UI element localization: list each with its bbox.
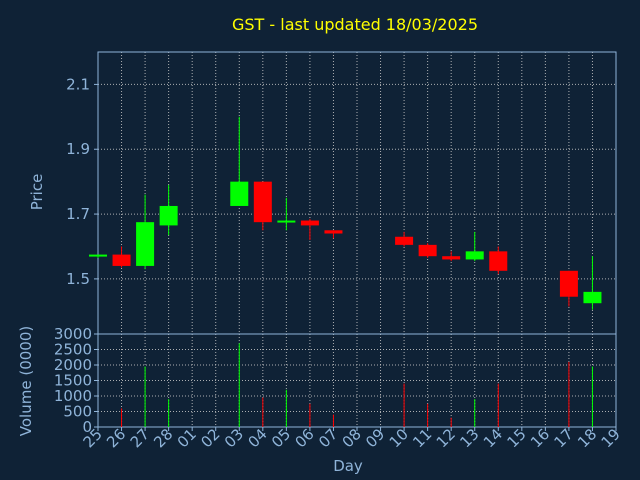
price-axis-label: Price xyxy=(28,174,46,211)
volume-tick-label: 1000 xyxy=(54,387,92,405)
price-tick-label: 1.9 xyxy=(66,140,90,158)
volume-tick-label: 3000 xyxy=(54,325,92,343)
price-tick-label: 1.5 xyxy=(66,270,90,288)
volume-tick-label: 500 xyxy=(63,403,92,421)
candle-body xyxy=(253,181,272,223)
candle-body xyxy=(465,251,484,260)
candle-body xyxy=(559,270,578,297)
candle-body xyxy=(230,181,249,206)
candle-body xyxy=(159,205,178,226)
candle-body xyxy=(136,222,155,266)
candle-body xyxy=(300,220,319,226)
candle-body xyxy=(277,220,296,223)
candle-body xyxy=(583,291,602,304)
price-tick-label: 1.7 xyxy=(66,205,90,223)
volume-tick-label: 2500 xyxy=(54,341,92,359)
candle-body xyxy=(324,230,343,234)
candle-body xyxy=(489,251,508,271)
candle-body xyxy=(89,254,107,257)
volume-tick-label: 1500 xyxy=(54,372,92,390)
volume-axis-label: Volume (0000) xyxy=(17,326,35,436)
candle-body xyxy=(442,256,461,260)
candle-body xyxy=(112,254,131,266)
volume-tick-label: 0 xyxy=(82,418,92,436)
price-tick-label: 2.1 xyxy=(66,75,90,93)
candle-body xyxy=(395,236,414,245)
chart-title: GST - last updated 18/03/2025 xyxy=(232,15,478,34)
day-axis-label: Day xyxy=(333,457,363,475)
volume-tick-label: 2000 xyxy=(54,356,92,374)
candle-body xyxy=(418,244,437,257)
